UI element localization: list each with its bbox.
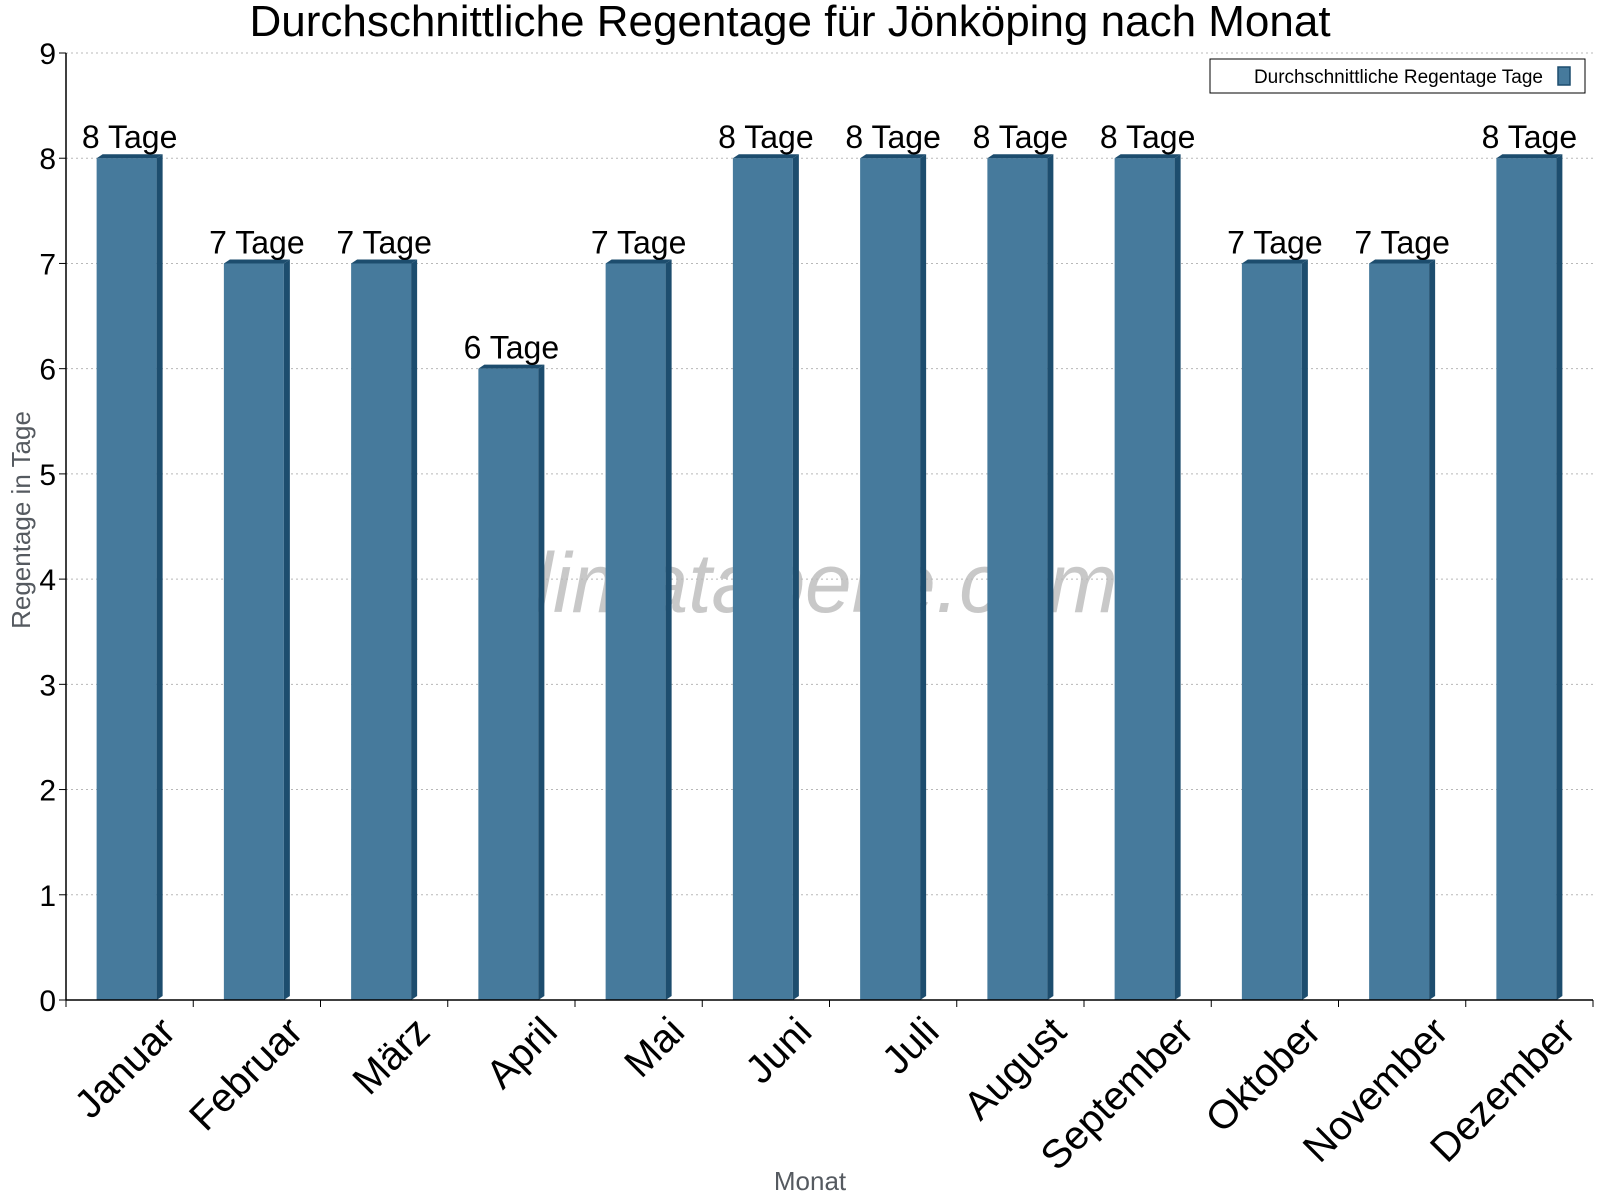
data-label: 8 Tage xyxy=(1482,119,1578,155)
bar-top xyxy=(478,364,545,369)
y-tick-label: 7 xyxy=(39,248,56,281)
x-tick-label: Juni xyxy=(737,1009,820,1092)
x-tick-label: Juli xyxy=(874,1009,948,1083)
legend: Durchschnittliche Regentage Tage xyxy=(1209,58,1586,94)
bar-top xyxy=(351,259,418,264)
bar xyxy=(605,263,666,1000)
data-label: 7 Tage xyxy=(1227,224,1323,260)
bar-top xyxy=(1369,259,1436,264)
x-tick-label: Oktober xyxy=(1198,1009,1330,1141)
bar-side xyxy=(538,364,545,1001)
data-labels: 8 Tage 7 Tage 7 Tage 6 Tage 7 Tage 8 Tage 8 Ta… xyxy=(82,119,1577,365)
bar xyxy=(1496,158,1557,1000)
x-tick-label: August xyxy=(956,1009,1075,1128)
x-tick-label: Januar xyxy=(66,1009,184,1127)
bar-top xyxy=(987,154,1054,159)
data-label: 7 Tage xyxy=(336,224,432,260)
bar-side xyxy=(283,259,290,1000)
bar xyxy=(351,263,412,1000)
x-axis-title: Monat xyxy=(774,1166,847,1196)
bar xyxy=(1369,263,1430,1000)
bar-top xyxy=(96,154,163,159)
data-label: 8 Tage xyxy=(718,119,814,155)
grid-lines xyxy=(66,52,1593,896)
bar-top xyxy=(223,259,290,264)
legend-label: Durchschnittliche Regentage Tage xyxy=(1254,67,1543,88)
bar-side xyxy=(1429,259,1436,1000)
bar-side xyxy=(411,259,418,1000)
y-tick-label: 5 xyxy=(39,459,56,492)
y-tick-label: 4 xyxy=(39,564,56,597)
y-axis-title: Regentage in Tage xyxy=(6,411,36,629)
bar-side xyxy=(792,154,799,1000)
bar xyxy=(478,368,539,1001)
bar xyxy=(732,158,793,1000)
data-label: 7 Tage xyxy=(1354,224,1450,260)
y-tick-label: 1 xyxy=(39,880,56,913)
bar-side xyxy=(156,154,163,1000)
data-label: 6 Tage xyxy=(464,330,560,366)
x-tick-label: Februar xyxy=(181,1009,311,1139)
bar xyxy=(860,158,921,1000)
bar-top xyxy=(1241,259,1308,264)
bar-side xyxy=(665,259,672,1000)
bar-top xyxy=(732,154,799,159)
data-label: 8 Tage xyxy=(845,119,941,155)
bar-side xyxy=(1047,154,1054,1000)
bar xyxy=(1241,263,1302,1000)
y-tick-label: 9 xyxy=(39,38,56,71)
x-tick-label: April xyxy=(478,1009,566,1097)
bar-top xyxy=(605,259,672,264)
bar-side xyxy=(1174,154,1181,1000)
data-label: 7 Tage xyxy=(591,224,687,260)
x-tick-label: Mai xyxy=(616,1009,693,1086)
y-tick-label: 6 xyxy=(39,354,56,387)
bar xyxy=(96,158,157,1000)
bar-top xyxy=(860,154,927,159)
legend-box xyxy=(1209,58,1586,94)
y-tick-label: 8 xyxy=(39,143,56,176)
bars xyxy=(96,154,1563,1001)
y-tick-label: 0 xyxy=(39,985,56,1018)
data-label: 8 Tage xyxy=(973,119,1069,155)
legend-swatch xyxy=(1557,66,1571,86)
data-label: 7 Tage xyxy=(209,224,305,260)
bar-side xyxy=(920,154,927,1000)
bar-top xyxy=(1496,154,1563,159)
bar xyxy=(1114,158,1175,1000)
y-tick-label: 2 xyxy=(39,775,56,808)
bar xyxy=(987,158,1048,1000)
chart-title: Durchschnittliche Regentage für Jönköpin… xyxy=(249,0,1330,46)
bar xyxy=(223,263,284,1000)
data-label: 8 Tage xyxy=(82,119,178,155)
bar-side xyxy=(1301,259,1308,1000)
data-label: 8 Tage xyxy=(1100,119,1196,155)
bar-side xyxy=(1556,154,1563,1000)
y-tick-label: 3 xyxy=(39,669,56,702)
bar-top xyxy=(1114,154,1181,159)
x-tick-label: März xyxy=(345,1009,439,1103)
